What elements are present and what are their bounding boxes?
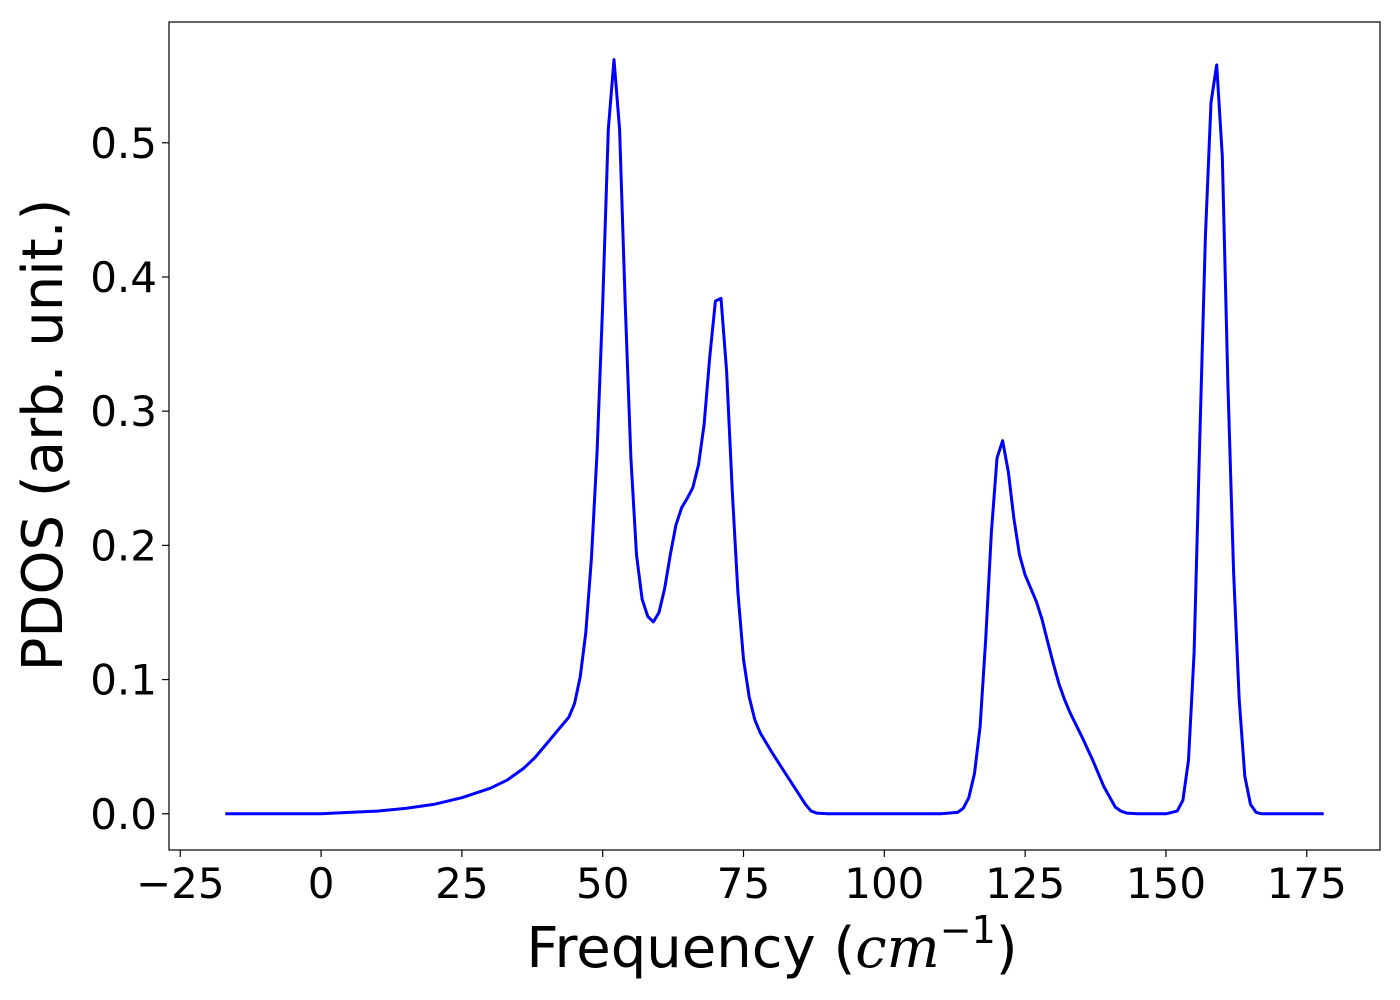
y-axis-ticks: 0.0 0.1 0.2 0.3 0.4 0.5: [90, 119, 169, 839]
y-axis-label: PDOS (arb. unit.): [11, 199, 76, 672]
x-tick-label: 175: [1267, 859, 1347, 908]
x-tick-label: 50: [576, 859, 629, 908]
x-axis-label: Frequency (cm−1): [526, 908, 1017, 981]
y-tick-label: 0.2: [90, 521, 157, 570]
plot-frame: [168, 21, 1381, 851]
y-tick-label: 0.1: [90, 656, 157, 705]
x-axis-label-exponent: −1: [940, 908, 996, 952]
x-axis-ticks: −25 0 25 50 75 100 125 150 175: [136, 850, 1347, 908]
series-layer: [225, 58, 1324, 816]
x-axis-label-suffix: ): [996, 916, 1018, 981]
x-tick-label: 100: [844, 859, 924, 908]
pdos-series-line: [225, 58, 1324, 816]
x-axis-label-unit: cm: [855, 916, 939, 981]
x-tick-label: 0: [308, 859, 335, 908]
x-tick-label: 75: [717, 859, 770, 908]
x-tick-label: 150: [1126, 859, 1206, 908]
x-tick-label: 25: [435, 859, 488, 908]
y-tick-label: 0.0: [90, 790, 157, 839]
x-axis-label-prefix: Frequency (: [526, 916, 855, 981]
y-tick-label: 0.3: [90, 387, 157, 436]
x-tick-label: −25: [136, 859, 225, 908]
y-tick-label: 0.4: [90, 253, 157, 302]
x-tick-label: 125: [985, 859, 1065, 908]
y-tick-label: 0.5: [90, 119, 157, 168]
